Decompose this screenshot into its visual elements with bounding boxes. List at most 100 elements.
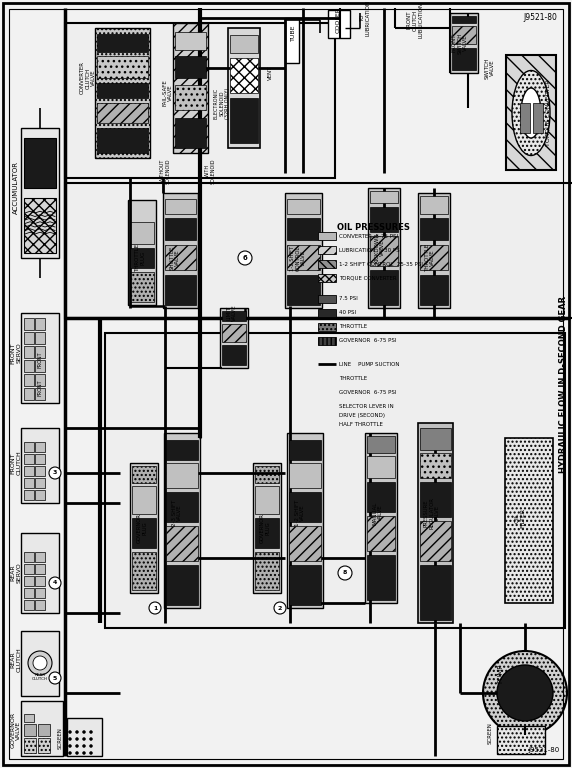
Text: REAR
CLUTCH: REAR CLUTCH bbox=[32, 673, 48, 681]
Text: MANUAL
VALVE: MANUAL VALVE bbox=[372, 502, 383, 525]
Text: FRONT: FRONT bbox=[38, 352, 42, 369]
Bar bbox=[420, 196, 448, 214]
Circle shape bbox=[28, 651, 52, 675]
Ellipse shape bbox=[521, 88, 541, 138]
Circle shape bbox=[149, 602, 161, 614]
Text: 40 PSI: 40 PSI bbox=[339, 310, 356, 316]
Bar bbox=[166, 492, 198, 522]
Text: 7.5 PSI: 7.5 PSI bbox=[339, 296, 358, 302]
Bar bbox=[173, 23, 208, 153]
Bar bbox=[24, 490, 34, 500]
Bar bbox=[222, 324, 246, 342]
Bar bbox=[24, 374, 34, 386]
Bar bbox=[365, 433, 397, 603]
Text: OIL PRESSURES: OIL PRESSURES bbox=[336, 223, 410, 233]
Text: GOVERNOR
VALVE: GOVERNOR VALVE bbox=[11, 712, 21, 748]
Text: FRONT: FRONT bbox=[38, 379, 42, 396]
Bar bbox=[370, 207, 398, 232]
Circle shape bbox=[82, 752, 85, 754]
Bar bbox=[285, 193, 322, 308]
Bar bbox=[21, 428, 59, 503]
Text: 1-2 SHIFT CONTROL  25-35 PSI: 1-2 SHIFT CONTROL 25-35 PSI bbox=[339, 261, 423, 266]
Circle shape bbox=[69, 752, 72, 754]
Text: 1-2 SHIFT
VALVE: 1-2 SHIFT VALVE bbox=[295, 500, 305, 526]
Text: LUBRICATION  5-30 PSI: LUBRICATION 5-30 PSI bbox=[339, 247, 401, 253]
Bar bbox=[175, 118, 206, 148]
Bar bbox=[21, 631, 59, 696]
Bar bbox=[497, 726, 545, 754]
Bar bbox=[67, 718, 102, 756]
Bar bbox=[35, 388, 45, 400]
Bar bbox=[35, 454, 45, 464]
Text: TORQUE CONVERTER: TORQUE CONVERTER bbox=[546, 80, 550, 146]
Text: FRONT
CLUTCH: FRONT CLUTCH bbox=[11, 451, 21, 475]
Bar bbox=[418, 423, 453, 623]
Text: WITHOUT
SOLENOID: WITHOUT SOLENOID bbox=[160, 158, 170, 184]
Text: SWITCH
VALVE: SWITCH VALVE bbox=[484, 58, 495, 78]
Circle shape bbox=[82, 730, 85, 733]
Bar bbox=[24, 564, 34, 574]
Bar bbox=[370, 236, 398, 266]
Bar bbox=[520, 103, 530, 133]
Text: 8: 8 bbox=[343, 571, 347, 575]
Bar bbox=[230, 98, 258, 143]
Bar bbox=[24, 454, 34, 464]
Circle shape bbox=[82, 744, 85, 747]
Bar bbox=[35, 552, 45, 562]
Text: TO
LUBRICATION: TO LUBRICATION bbox=[360, 0, 371, 36]
Circle shape bbox=[76, 730, 78, 733]
Bar bbox=[285, 18, 299, 63]
Bar bbox=[533, 103, 543, 133]
Bar bbox=[255, 466, 279, 483]
Text: REAR
SERVO: REAR SERVO bbox=[11, 563, 21, 584]
Bar bbox=[35, 346, 45, 358]
Bar bbox=[24, 360, 34, 372]
Text: 1: 1 bbox=[153, 605, 157, 611]
Text: J9521-80: J9521-80 bbox=[529, 747, 560, 753]
Bar bbox=[24, 138, 56, 188]
Bar bbox=[24, 552, 34, 562]
Bar bbox=[35, 332, 45, 344]
Text: FRONT
CLUTCH
LUBRICATION: FRONT CLUTCH LUBRICATION bbox=[407, 2, 423, 38]
Bar bbox=[24, 600, 34, 610]
Bar bbox=[97, 34, 148, 52]
Bar bbox=[35, 564, 45, 574]
Text: COOLER: COOLER bbox=[336, 7, 340, 33]
Bar bbox=[21, 533, 59, 613]
Bar bbox=[130, 222, 154, 244]
Circle shape bbox=[69, 744, 72, 747]
Bar bbox=[420, 428, 451, 450]
Bar bbox=[24, 198, 56, 253]
Bar bbox=[418, 193, 450, 308]
Circle shape bbox=[238, 251, 252, 265]
Circle shape bbox=[69, 737, 72, 740]
Circle shape bbox=[76, 744, 78, 747]
Text: KICKDOWN
VALVE: KICKDOWN VALVE bbox=[375, 233, 386, 263]
Bar bbox=[128, 200, 156, 305]
Text: PRESSURE
REGULATOR
VALVE: PRESSURE REGULATOR VALVE bbox=[424, 497, 440, 529]
Bar bbox=[289, 440, 321, 460]
Circle shape bbox=[89, 737, 93, 740]
Bar bbox=[222, 311, 246, 321]
Bar bbox=[318, 337, 336, 345]
Bar bbox=[370, 270, 398, 305]
Bar bbox=[287, 199, 320, 214]
Circle shape bbox=[483, 651, 567, 735]
Bar bbox=[289, 492, 321, 522]
Bar bbox=[450, 13, 478, 73]
Text: THROTTLE: THROTTLE bbox=[339, 325, 367, 329]
Text: SELECTOR LEVER IN: SELECTOR LEVER IN bbox=[339, 403, 394, 409]
Bar bbox=[132, 466, 156, 483]
Bar bbox=[24, 588, 34, 598]
Bar bbox=[24, 466, 34, 476]
Bar bbox=[21, 128, 59, 258]
Text: HALF THROTTLE: HALF THROTTLE bbox=[339, 422, 383, 428]
Bar bbox=[230, 58, 258, 93]
Circle shape bbox=[76, 752, 78, 754]
Bar bbox=[175, 32, 206, 50]
Text: 5: 5 bbox=[53, 676, 57, 680]
Bar bbox=[35, 318, 45, 330]
Bar bbox=[289, 565, 321, 605]
Bar bbox=[24, 576, 34, 586]
Bar bbox=[164, 433, 200, 608]
